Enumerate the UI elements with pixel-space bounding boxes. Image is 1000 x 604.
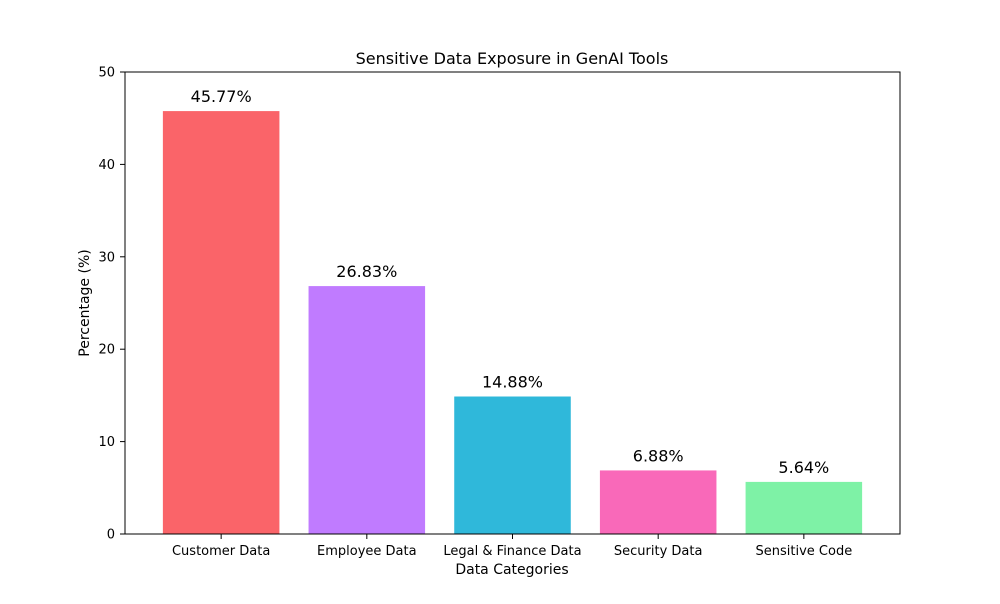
value-label-3: 6.88% xyxy=(633,446,684,465)
x-tick-label-0: Customer Data xyxy=(172,544,270,559)
x-tick-label-2: Legal & Finance Data xyxy=(443,544,581,559)
x-tick-label-4: Sensitive Code xyxy=(756,544,853,559)
y-tick-label-2: 20 xyxy=(98,343,115,358)
y-tick-label-3: 30 xyxy=(98,250,115,265)
value-label-0: 45.77% xyxy=(191,87,252,106)
value-label-4: 5.64% xyxy=(778,458,829,477)
bar-0 xyxy=(162,111,280,534)
value-label-1: 26.83% xyxy=(336,262,397,281)
y-tick-label-0: 0 xyxy=(107,528,115,543)
x-axis-label: Data Categories xyxy=(455,562,568,578)
value-label-2: 14.88% xyxy=(482,373,543,392)
y-tick-label-4: 40 xyxy=(98,158,115,173)
x-tick-label-3: Security Data xyxy=(614,544,703,559)
x-axis: Customer Data Employee Data Legal & Financ… xyxy=(172,534,852,559)
x-tick-label-1: Employee Data xyxy=(317,544,417,559)
y-axis: 0 10 20 30 40 50 xyxy=(98,66,125,543)
bar-4 xyxy=(745,481,863,534)
bar-3 xyxy=(599,470,717,534)
bar-2 xyxy=(454,396,571,534)
value-labels-layer: 45.77% 26.83% 14.88% 6.88% 5.64% xyxy=(191,87,830,477)
chart-title: Sensitive Data Exposure in GenAI Tools xyxy=(356,49,669,68)
y-tick-label-1: 10 xyxy=(98,435,115,450)
bars-layer xyxy=(162,111,863,534)
y-tick-label-5: 50 xyxy=(98,66,115,81)
bar-1 xyxy=(308,286,426,534)
y-axis-label: Percentage (%) xyxy=(77,249,93,356)
